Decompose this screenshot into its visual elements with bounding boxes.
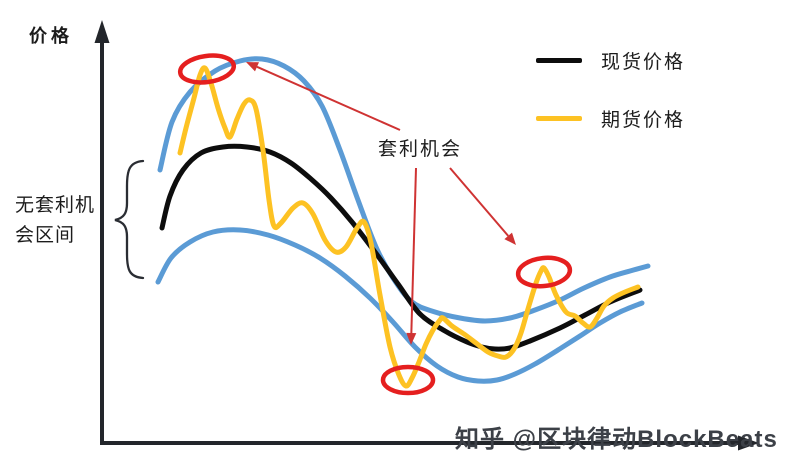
no-arbitrage-band-lower-curve [155,227,645,384]
no-arbitrage-zone-label: 无套利机 会区间 [15,191,110,251]
legend-spot-label: 现货价格 [601,52,686,73]
arbitrage-circle [380,364,436,396]
futures-price-curve [177,65,641,389]
arbitrage-arrow-line [256,65,401,131]
arbitrage-arrowhead-icon [246,62,259,72]
arbitrage-arrowhead-icon [504,232,516,245]
spot-price-curve [159,143,643,352]
arbitrage-opportunity-label: 套利机会 [378,139,463,160]
curly-brace-icon [114,159,145,280]
no-arbitrage-zone-label-line2: 会区间 [15,225,76,246]
arbitrage-circle [177,53,237,85]
arbitrage-arrow-line [449,167,509,237]
y-axis-arrow-icon [94,20,110,43]
axes [94,20,759,451]
no-arbitrage-zone-label-line1: 无套利机 [15,195,96,216]
legend-futures-swatch [536,116,582,121]
no-arbitrage-band-upper-curve [157,56,651,324]
arbitrage-circle [515,255,573,289]
x-axis-arrow-icon [738,435,759,451]
legend-spot-swatch [536,58,582,63]
watermark: 知乎 @区块律动BlockBeats [455,426,778,453]
legend-futures-label: 期货价格 [601,110,686,131]
arbitrage-arrowhead-icon [406,332,417,345]
y-axis-label: 价格 [29,26,73,46]
arbitrage-arrow-line [410,167,417,334]
